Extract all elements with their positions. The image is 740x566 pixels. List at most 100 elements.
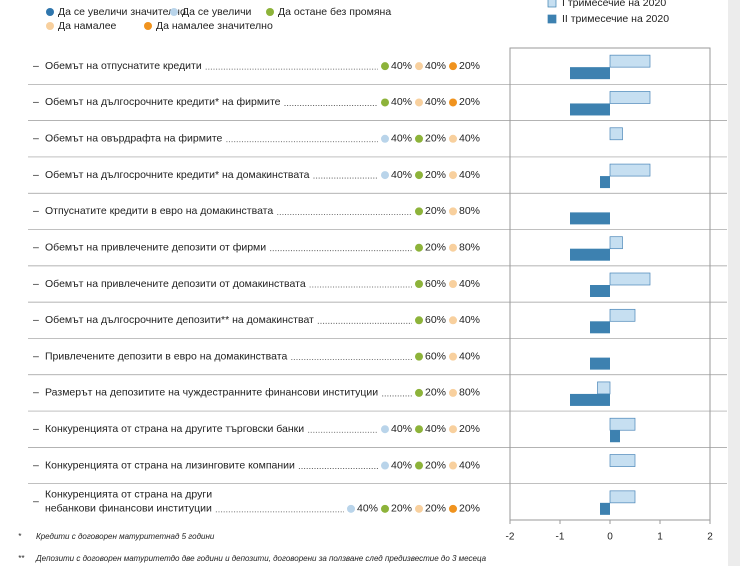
answer-dot <box>381 504 389 513</box>
row-label: Конкуренцията от страна на други <box>45 489 212 501</box>
answer-share: 40% <box>357 503 378 515</box>
x-tick-label: -1 <box>556 532 565 543</box>
answer-share: 40% <box>425 60 446 72</box>
bar <box>570 67 610 80</box>
footnote-mark: ** <box>18 554 25 563</box>
legend-dot <box>46 8 54 16</box>
legend-label: Да остане без промяна <box>278 6 391 18</box>
row-label: Отпуснатите кредити в евро на домакинств… <box>45 205 273 217</box>
dash: – <box>33 387 39 399</box>
bar <box>590 321 610 334</box>
legend-dot <box>46 22 54 30</box>
legend-label: Да се увеличи <box>182 6 252 18</box>
answer-share: 80% <box>459 205 480 217</box>
bar <box>609 91 651 104</box>
bar <box>609 163 651 177</box>
answer-share: 80% <box>459 241 480 253</box>
bar <box>600 176 610 189</box>
bar <box>570 393 610 406</box>
bar <box>609 272 651 286</box>
row-label: Обемът на привлечените депозити от фирми <box>45 241 266 253</box>
bar <box>597 381 611 395</box>
answer-share: 60% <box>425 350 446 362</box>
answer-share: 20% <box>425 205 446 217</box>
legend-dot <box>266 8 274 16</box>
answer-dot <box>449 461 457 470</box>
legend-swatch <box>547 0 557 8</box>
answer-dot <box>449 388 457 397</box>
answer-share: 20% <box>459 96 480 108</box>
answer-dot <box>415 425 423 434</box>
answer-dot <box>449 316 457 325</box>
row-label: Обемът на привлечените депозити от домак… <box>45 278 306 290</box>
answer-share: 40% <box>459 278 480 290</box>
bar <box>600 502 610 515</box>
answer-share: 40% <box>459 169 480 181</box>
answer-share: 40% <box>459 133 480 145</box>
answer-share: 40% <box>391 459 412 471</box>
bar <box>609 490 636 504</box>
dash: – <box>33 278 39 290</box>
legend-dot <box>144 22 152 30</box>
answer-dot <box>449 425 457 434</box>
row-label: небанкови финансови институции <box>45 503 212 515</box>
answer-dot <box>449 207 457 216</box>
answer-dot <box>381 425 389 434</box>
answer-share: 20% <box>459 423 480 435</box>
answer-share: 80% <box>459 387 480 399</box>
row-label: Привлечените депозити в евро на домакинс… <box>45 350 287 362</box>
answer-dot <box>449 134 457 143</box>
answer-share: 40% <box>425 96 446 108</box>
x-tick-label: -2 <box>506 532 515 543</box>
answer-share: 20% <box>459 60 480 72</box>
answer-dot <box>415 171 423 180</box>
answer-share: 20% <box>425 241 446 253</box>
bar <box>570 248 610 261</box>
bar <box>590 357 610 370</box>
answer-dot <box>449 62 457 71</box>
answer-share: 40% <box>459 350 480 362</box>
dash: – <box>33 350 39 362</box>
x-tick-label: 0 <box>607 532 613 543</box>
answer-share: 40% <box>459 314 480 326</box>
answer-dot <box>449 504 457 513</box>
bar <box>609 54 651 68</box>
dash: – <box>33 241 39 253</box>
answer-dot <box>415 316 423 325</box>
row-label: Обемът на отпуснатите кредити <box>45 60 202 72</box>
answer-share: 20% <box>425 387 446 399</box>
legend-swatch <box>547 14 557 24</box>
answer-share: 20% <box>391 503 412 515</box>
answer-dot <box>415 98 423 107</box>
dash: – <box>33 96 39 108</box>
bar <box>610 430 620 443</box>
answer-dot <box>449 98 457 107</box>
legend-label: Да намалее значително <box>156 20 273 32</box>
page-edge <box>728 0 740 566</box>
answer-dot <box>449 280 457 288</box>
answer-share: 20% <box>425 459 446 471</box>
row-label: Обемът на овърдрафта на фирмите <box>45 133 223 145</box>
legend-label: Да намалее <box>58 20 117 32</box>
answer-dot <box>415 207 423 216</box>
row-label: Обемът на дългосрочните кредити* на фирм… <box>45 96 281 108</box>
bar <box>609 417 636 431</box>
bar <box>570 212 610 225</box>
answer-dot <box>449 171 457 180</box>
answer-share: 40% <box>459 459 480 471</box>
dash: – <box>33 423 39 435</box>
dash: – <box>33 60 39 72</box>
legend-dot <box>170 8 178 16</box>
answer-share: 40% <box>391 96 412 108</box>
answer-share: 40% <box>391 60 412 72</box>
answer-dot <box>381 461 389 470</box>
answer-dot <box>415 134 423 143</box>
legend-label: Да се увеличи значително <box>58 6 186 18</box>
footnote: Кредити с договорен матуритетнад 5 годин… <box>36 532 215 541</box>
answer-dot <box>415 461 423 470</box>
answer-share: 40% <box>425 423 446 435</box>
dash: – <box>33 205 39 217</box>
bar <box>609 236 623 250</box>
answer-share: 40% <box>391 423 412 435</box>
